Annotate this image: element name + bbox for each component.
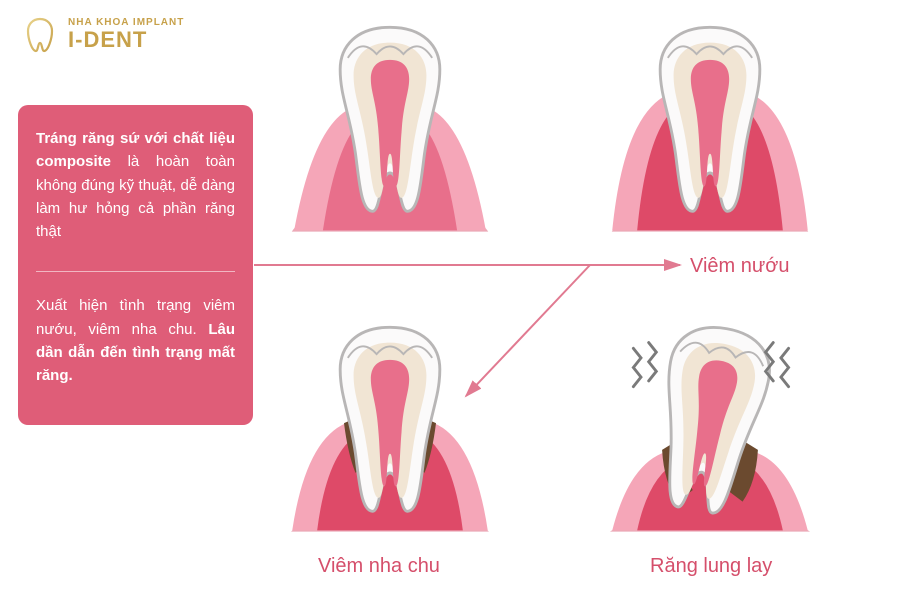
info-paragraph-2: Xuất hiện tình trạng viêm nướu, viêm nha… — [36, 294, 235, 387]
info-p2-start: Xuất hiện tình trạng viêm nướu, viêm nha… — [36, 297, 235, 337]
tooth-loose — [600, 310, 820, 540]
info-divider — [36, 271, 235, 272]
info-paragraph-1: Tráng răng sứ với chất liệu composite là… — [36, 127, 235, 243]
caption-periodontitis: Viêm nha chu — [318, 555, 440, 578]
caption-loose-tooth: Răng lung lay — [650, 555, 772, 578]
logo-text: NHA KHOA IMPLANT I-DENT — [68, 17, 184, 52]
info-callout: Tráng răng sứ với chất liệu composite là… — [18, 105, 253, 425]
tooth-logo-icon — [20, 15, 60, 55]
caption-gingivitis: Viêm nướu — [690, 255, 790, 278]
brand-logo: NHA KHOA IMPLANT I-DENT — [20, 15, 184, 55]
logo-title: I-DENT — [68, 28, 184, 52]
tooth-healthy — [280, 10, 500, 240]
tooth-gingivitis — [600, 10, 820, 240]
tooth-periodontitis — [280, 310, 500, 540]
